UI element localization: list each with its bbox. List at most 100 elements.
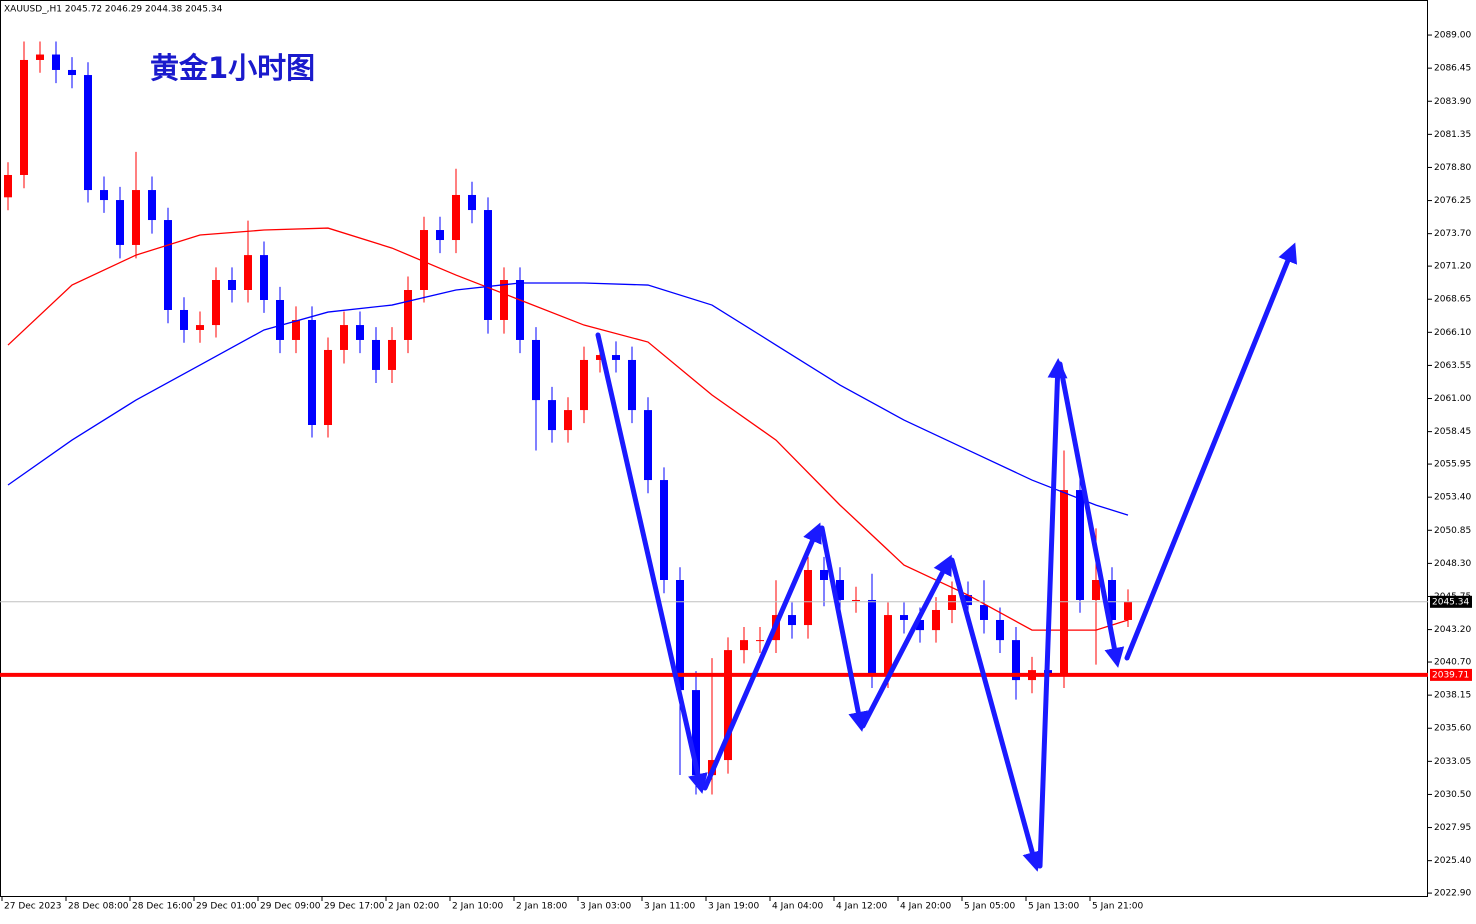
x-tick-label: 27 Dec 2023 [4,902,62,912]
y-tick-label: 2055.95 [1434,460,1471,470]
candle-body [20,59,28,175]
x-tick-label: 5 Jan 05:00 [964,902,1016,912]
candle-body [420,230,428,290]
candle-body [692,690,700,776]
x-tick-label: 3 Jan 11:00 [644,902,696,912]
y-tick-label: 2078.80 [1434,163,1471,173]
y-tick-label: 2022.90 [1434,889,1471,899]
candle-body [52,54,60,70]
candle-body [644,410,652,481]
symbol-info: XAUUSD_,H1 2045.72 2046.29 2044.38 2045.… [4,5,223,15]
candle-body [324,349,332,426]
x-tick-label: 29 Dec 09:00 [260,902,321,912]
candle-body [100,190,108,201]
candle-body [884,615,892,676]
x-tick-label: 4 Jan 04:00 [772,902,824,912]
candle-body [916,619,924,631]
candle-body [900,615,908,620]
arrow [1057,361,1125,668]
candle-body [228,280,236,290]
candle-body [484,210,492,320]
candle-body [308,319,316,426]
last-price-label: 2045.34 [1432,597,1469,607]
candle-body [132,190,140,245]
candle-body [468,194,476,211]
drawn-arrows [595,242,1298,872]
candle-body [436,230,444,241]
moving-average [7,282,1129,516]
candle-body [36,54,44,60]
candle-body [548,400,556,431]
moving-average [7,227,1129,631]
candle-body [1108,579,1116,620]
arrow [860,554,952,729]
candle-body [804,570,812,626]
axes: 2089.00 2086.45 2083.90 2081.35 2078.80 2076.… [1,31,1471,912]
y-tick-label: 2050.85 [1434,526,1471,536]
y-tick-label: 2027.95 [1434,823,1471,833]
x-tick-label: 4 Jan 20:00 [900,902,952,912]
y-tick-label: 2066.10 [1434,328,1471,338]
y-tick-label: 2083.90 [1434,97,1471,107]
candle-body [516,280,524,340]
candle-body [452,194,460,241]
y-tick-label: 2063.55 [1434,361,1471,371]
arrow [949,557,1042,872]
candle-body [260,255,268,300]
level-label: 2039.71 [1432,670,1469,680]
candle-body [852,599,860,601]
plot-frame [0,0,1428,897]
candle-body [756,640,764,642]
x-tick-label: 29 Dec 01:00 [196,902,257,912]
y-tick-label: 2076.25 [1434,196,1471,206]
candle-body [388,339,396,370]
y-tick-label: 2030.50 [1434,790,1471,800]
x-tick-label: 2 Jan 10:00 [452,902,504,912]
candle-body [724,650,732,761]
x-tick-label: 5 Jan 21:00 [1092,902,1144,912]
candle-body [196,325,204,330]
candle-body [4,174,12,198]
y-tick-label: 2038.15 [1434,691,1471,701]
candle-body [836,579,844,600]
y-tick-label: 2035.60 [1434,724,1471,734]
candle-body [116,200,124,245]
y-tick-label: 2071.20 [1434,262,1471,272]
candle-body [148,190,156,221]
x-tick-label: 28 Dec 08:00 [68,902,129,912]
candle-body [596,355,604,360]
y-tick-label: 2040.70 [1434,658,1471,668]
x-tick-label: 28 Dec 16:00 [132,902,193,912]
candle-body [180,309,188,330]
candle-body [340,325,348,350]
arrow [595,332,708,794]
y-tick-label: 2053.40 [1434,493,1471,503]
candle-body [564,410,572,431]
x-tick-label: 2 Jan 02:00 [388,902,440,912]
arrow [1037,358,1068,869]
candle-body [164,220,172,310]
candle-body [1012,640,1020,681]
candle-body [356,325,364,340]
candle-body [612,355,620,360]
candle-body [964,595,972,606]
candle-body [740,640,748,651]
candle-body [244,255,252,290]
candle-body [948,595,956,610]
candle-body [1092,579,1100,600]
candle-body [628,359,636,411]
candle-body [580,359,588,411]
candle-body [68,69,76,76]
y-tick-label: 2073.70 [1434,229,1471,239]
x-tick-label: 5 Jan 13:00 [1028,902,1080,912]
y-tick-label: 2058.45 [1434,427,1471,437]
candle-body [1124,601,1132,620]
last-price-box [1430,595,1472,608]
y-tick-label: 2048.30 [1434,559,1471,569]
y-tick-label: 2043.20 [1434,625,1471,635]
candle-body [292,319,300,340]
arrow [819,525,869,732]
level-box [1430,668,1472,681]
candle-body [868,599,876,676]
